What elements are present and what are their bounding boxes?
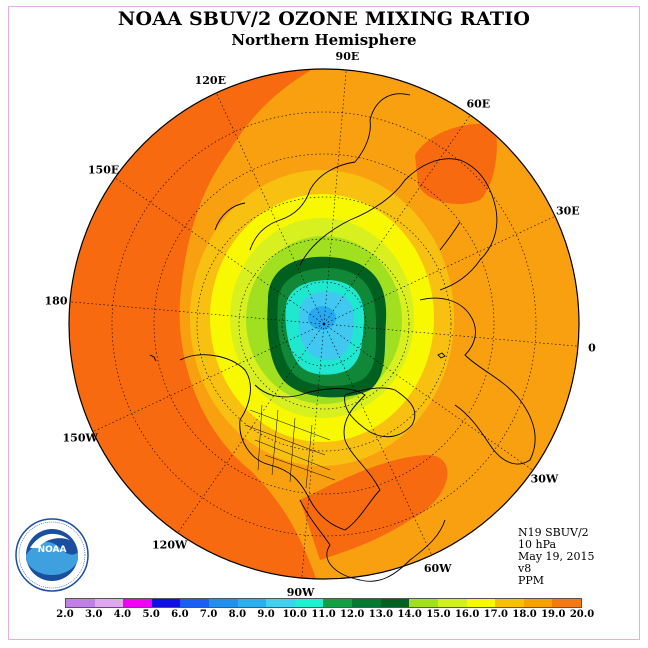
- colorbar-segment: [437, 599, 467, 607]
- colorbar-tick-label: 4.0: [113, 609, 132, 620]
- info-block: N19 SBUV/2 10 hPa May 19, 2015 v8 PPM: [518, 527, 595, 587]
- colorbar-segment: [380, 599, 410, 607]
- colorbar-segment: [266, 599, 295, 607]
- colorbar-segment: [409, 599, 438, 607]
- coastlines: [149, 93, 536, 582]
- longitude-label: 180: [45, 295, 68, 308]
- units-label: PPM: [518, 574, 545, 587]
- colorbar-segment: [151, 599, 181, 607]
- meridian-line: [323, 215, 556, 325]
- longitude-label: 120E: [195, 74, 226, 87]
- meridian-line: [69, 301, 325, 325]
- colorbar-segment: [523, 599, 553, 607]
- colorbar-segment: [352, 599, 381, 607]
- meridian-line: [301, 323, 325, 579]
- colorbar-tick-label: 5.0: [142, 609, 160, 620]
- colorbar-tick-label: 11.0: [311, 609, 336, 620]
- svg-text:NOAA: NOAA: [38, 545, 67, 555]
- longitude-label: 60E: [466, 98, 490, 111]
- pressure-label: 10 hPa: [518, 538, 557, 551]
- colorbar-segment: [466, 599, 496, 607]
- colorbar-tick-label: 6.0: [171, 609, 189, 620]
- colorbar-tick-label: 2.0: [56, 609, 74, 620]
- satellite-label: N19 SBUV/2: [518, 526, 589, 539]
- meridian-line: [323, 323, 579, 347]
- colorbar-labels: 2.0 3.0 4.0 5.0 6.0 7.0 8.0 9.0 10.0 11.0 12.0 13.0…: [0, 609, 648, 623]
- latitude-circles: [111, 111, 537, 537]
- colorbar-tick-label: 13.0: [368, 609, 394, 620]
- colorbar-tick-label: 3.0: [85, 609, 103, 620]
- colorbar-segment: [180, 599, 210, 607]
- colorbar-segment: [123, 599, 152, 607]
- colorbar-tick-label: 7.0: [199, 609, 218, 620]
- colorbar-segment: [294, 599, 324, 607]
- field-8: [308, 306, 336, 330]
- colorbar-tick-label: 19.0: [541, 609, 566, 620]
- version-label: v8: [518, 562, 532, 575]
- colorbar-tick-label: 9.0: [257, 609, 275, 620]
- meridian-line: [323, 114, 471, 325]
- plot-frame: [8, 6, 640, 640]
- field-18-south: [300, 455, 448, 560]
- colorbar-tick-label: 15.0: [426, 609, 451, 620]
- meridians: [69, 69, 579, 579]
- colorbar-segment: [552, 599, 581, 607]
- longitude-label: 30E: [556, 204, 580, 217]
- colorbar-tick-label: 14.0: [397, 609, 422, 620]
- meridian-line: [177, 323, 325, 534]
- colorbar-segment: [237, 599, 267, 607]
- meridian-line: [323, 323, 534, 471]
- colorbar-segment: [495, 599, 524, 607]
- colorbar-segment: [94, 599, 124, 607]
- field-18-west: [69, 69, 330, 579]
- colorbar-segment: [209, 599, 238, 607]
- ozone-field: [69, 69, 579, 579]
- meridian-line: [323, 69, 347, 325]
- colorbar-tick-label: 17.0: [483, 609, 509, 620]
- meridian-line: [215, 92, 325, 325]
- longitude-label: 90E: [336, 50, 360, 63]
- colorbar-tick-label: 20.0: [569, 609, 595, 620]
- longitude-label: 150E: [88, 164, 119, 177]
- longitude-label: 0: [588, 341, 596, 354]
- colorbar-segment: [66, 599, 95, 607]
- longitude-label: 150W: [63, 432, 99, 445]
- map-title: NOAA SBUV/2 OZONE MIXING RATIO: [117, 8, 531, 30]
- map-subtitle: Northern Hemisphere: [231, 31, 417, 49]
- colorbar-segment: [323, 599, 353, 607]
- meridian-line: [323, 323, 433, 556]
- meridian-line: [114, 177, 325, 325]
- date-label: May 19, 2015: [518, 550, 595, 563]
- longitude-label: 30W: [531, 472, 559, 485]
- colorbar-tick-label: 8.0: [228, 609, 247, 620]
- colorbar-tick-label: 10.0: [282, 609, 307, 620]
- longitude-label: 90W: [287, 586, 315, 599]
- longitude-label: 60W: [424, 562, 452, 575]
- longitude-labels: 90E 60E 30E 0 30W 60W 90W 120W 150W 180 150E 120E: [45, 50, 597, 599]
- colorbar: [65, 598, 582, 608]
- colorbar-tick-label: 18.0: [512, 609, 537, 620]
- meridian-line: [92, 323, 325, 433]
- map-boundary: [68, 68, 580, 580]
- longitude-label: 120W: [152, 538, 188, 551]
- colorbar-tick-label: 16.0: [454, 609, 480, 620]
- colorbar-tick-label: 12.0: [340, 609, 365, 620]
- noaa-logo: NOAA: [15, 518, 89, 592]
